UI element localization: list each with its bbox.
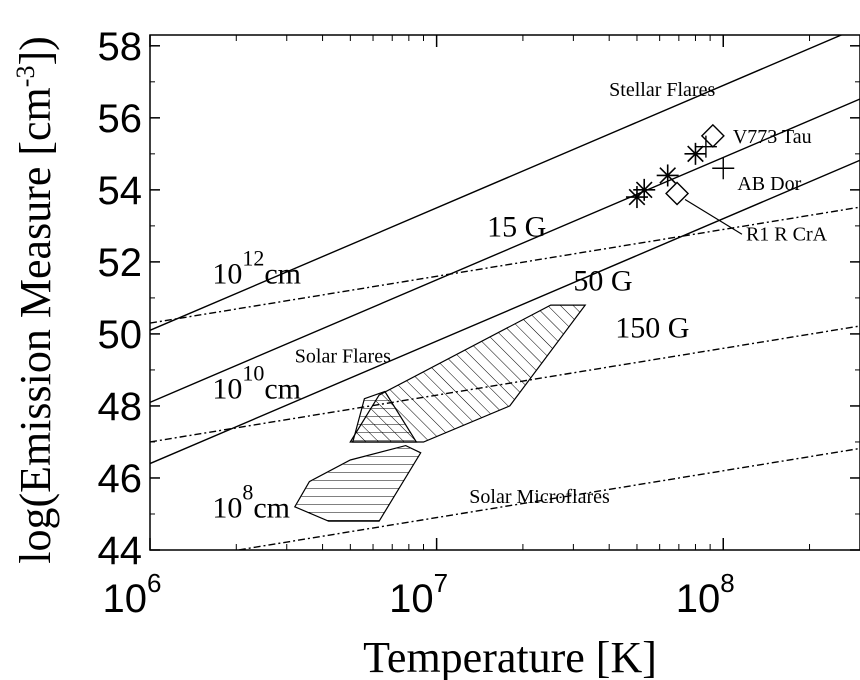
x-tick-label-7: 107 (389, 568, 448, 621)
x-tick-label-8: 108 (676, 568, 735, 621)
point-layer (625, 123, 735, 209)
y-tick-label-54: 54 (98, 169, 143, 213)
region-layer (293, 304, 587, 522)
label-layer: Solar Flares Solar Microflares Stellar Fla… (212, 79, 827, 524)
plot-frame (149, 34, 860, 551)
field-line-15-g (150, 35, 844, 331)
y-tick-label-50: 50 (98, 313, 143, 357)
svg-text:log(Emission Measure [cm-3]): log(Emission Measure [cm-3]) (11, 36, 60, 564)
x-axis-title: Temperature [K] (363, 633, 657, 680)
field-label-50-g: 50 G (573, 265, 632, 298)
length-label-12: 1012cm (212, 245, 301, 290)
marker-stellar-flares-1 (633, 178, 656, 201)
region-overlap-1 (352, 390, 418, 443)
star-label-ab-dor: AB Dor (737, 173, 801, 195)
field-line-150-g (150, 159, 860, 465)
y-axis-title: log(Emission Measure [cm-3]) (11, 36, 60, 564)
y-axis-title-exp: -3 (11, 66, 40, 88)
region-label-solar-flares: Solar Flares (295, 346, 391, 368)
marker-stellar-flares-2 (656, 164, 679, 187)
length-label-10: 1010cm (212, 361, 301, 406)
x-tick-label-6: 106 (103, 568, 162, 621)
leader-r1-r-cra (684, 198, 743, 235)
field-line-50-g (150, 98, 860, 403)
y-tick-label-46: 46 (98, 457, 143, 501)
marker-ab-dor-1 (694, 135, 717, 158)
marker-v773-tau-0 (700, 123, 725, 148)
y-axis-title-tail: ]) (11, 36, 60, 65)
line-layer (150, 35, 860, 550)
marker-ab-dor-0 (712, 157, 735, 180)
y-tick-label-48: 48 (98, 385, 143, 429)
length-label-8: 108cm (212, 480, 290, 525)
axis-layer: 44 46 48 50 52 54 56 58 106 107 108 (98, 25, 860, 621)
y-tick-label-56: 56 (98, 97, 143, 141)
y-tick-label-58: 58 (98, 25, 143, 69)
star-label-v773-tau: V773 Tau (733, 126, 812, 148)
field-label-150-g: 150 G (615, 312, 689, 345)
star-label-r1-r-cra: R1 R CrA (746, 223, 828, 245)
y-tick-label-44: 44 (98, 529, 143, 573)
y-axis-title-main: log(Emission Measure [cm (11, 87, 60, 564)
marker-r1-r-cra-0 (665, 181, 690, 206)
region-label-solar-microflares: Solar Microflares (469, 486, 610, 508)
region-solar-microflares (293, 444, 422, 522)
field-label-15-g: 15 G (487, 211, 546, 244)
y-tick-label-52: 52 (98, 241, 143, 285)
star-label-stellar-flares: Stellar Flares (609, 79, 715, 101)
